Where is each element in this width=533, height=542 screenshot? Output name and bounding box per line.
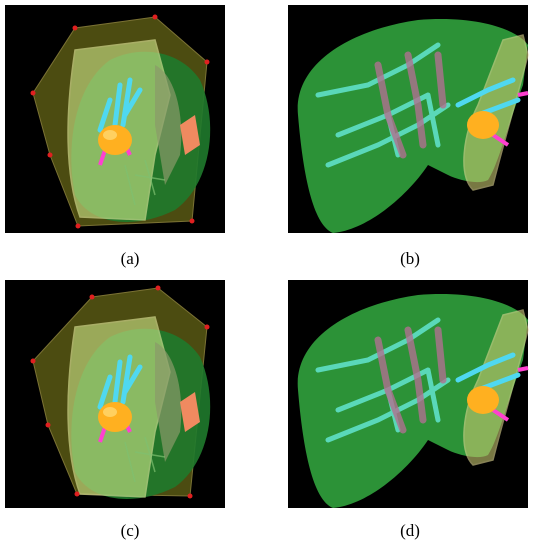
figure: (a) (b) (c) (d) [0, 0, 533, 542]
caption: (d) [400, 521, 420, 540]
caption: (c) [121, 521, 140, 540]
caption: (b) [400, 249, 420, 268]
caption: (a) [121, 249, 140, 268]
